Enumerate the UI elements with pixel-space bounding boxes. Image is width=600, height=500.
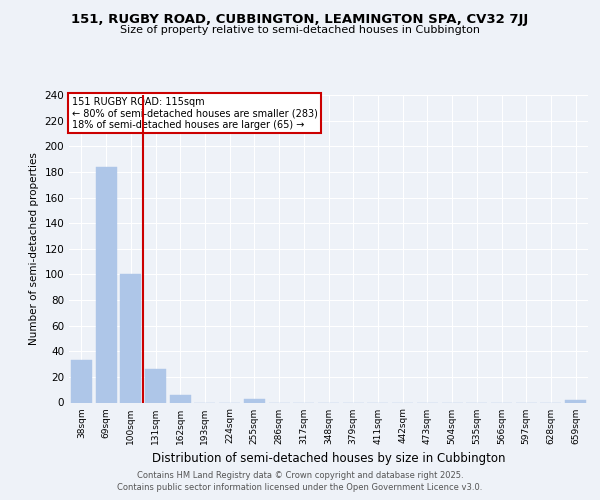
Text: Contains HM Land Registry data © Crown copyright and database right 2025.: Contains HM Land Registry data © Crown c…	[137, 471, 463, 480]
Bar	[244, 398, 265, 402]
Bar	[170, 395, 191, 402]
Bar	[71, 360, 92, 403]
Text: 151 RUGBY ROAD: 115sqm
← 80% of semi-detached houses are smaller (283)
18% of se: 151 RUGBY ROAD: 115sqm ← 80% of semi-det…	[71, 96, 317, 130]
Text: Size of property relative to semi-detached houses in Cubbington: Size of property relative to semi-detach…	[120, 25, 480, 35]
Bar	[95, 167, 116, 402]
X-axis label: Distribution of semi-detached houses by size in Cubbington: Distribution of semi-detached houses by …	[152, 452, 505, 465]
Text: Contains public sector information licensed under the Open Government Licence v3: Contains public sector information licen…	[118, 484, 482, 492]
Bar	[565, 400, 586, 402]
Bar	[145, 369, 166, 402]
Text: 151, RUGBY ROAD, CUBBINGTON, LEAMINGTON SPA, CV32 7JJ: 151, RUGBY ROAD, CUBBINGTON, LEAMINGTON …	[71, 12, 529, 26]
Bar	[120, 274, 141, 402]
Y-axis label: Number of semi-detached properties: Number of semi-detached properties	[29, 152, 39, 345]
